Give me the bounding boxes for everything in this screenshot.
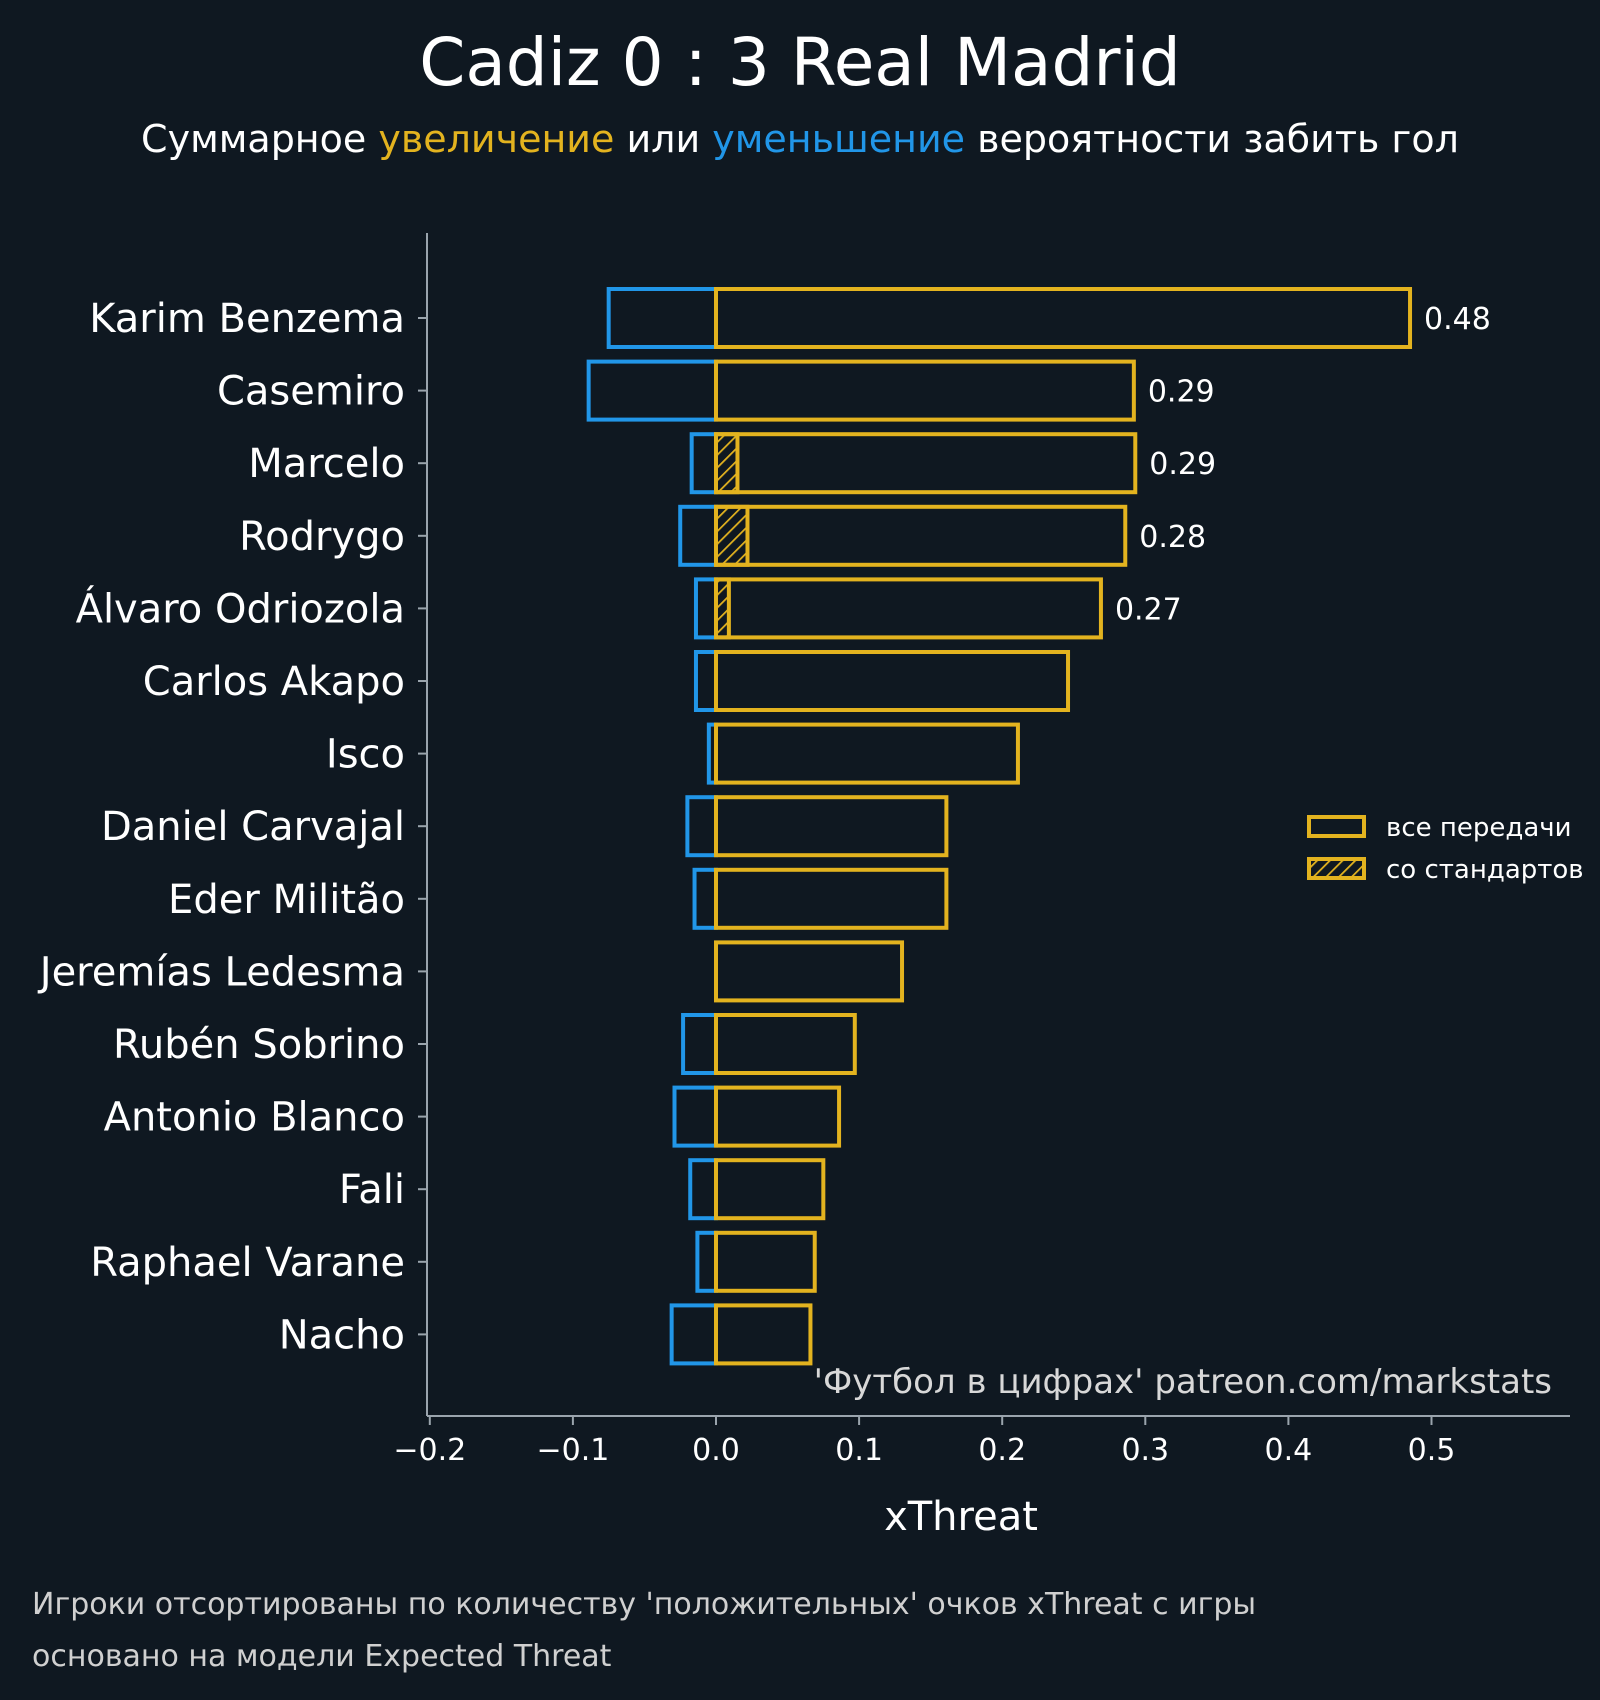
bar-value-label: 0.29	[1149, 447, 1216, 482]
watermark: 'Футбол в цифрах' patreon.com/markstats	[814, 1362, 1552, 1402]
bar-negative	[689, 432, 718, 495]
legend-swatch-set-pieces	[1307, 857, 1366, 880]
bar-positive	[714, 940, 905, 1003]
player-label: Antonio Blanco	[104, 1095, 405, 1141]
player-label: Casemiro	[217, 369, 405, 415]
bar-set-pieces	[714, 432, 740, 495]
bar-value-label: 0.28	[1139, 520, 1206, 555]
bar-negative	[606, 287, 718, 349]
bar-positive	[714, 1013, 857, 1075]
player-label: Raphael Varane	[90, 1240, 405, 1286]
player-label: Nacho	[279, 1312, 405, 1358]
x-tick-label: 0.2	[978, 1433, 1026, 1468]
player-label: Carlos Akapo	[143, 659, 405, 705]
legend-swatch-all-passes	[1307, 815, 1366, 838]
player-label: Eder Militão	[168, 877, 405, 923]
player-label: Rodrygo	[239, 514, 405, 560]
x-tick-label: 0.5	[1408, 1433, 1456, 1468]
bar-positive	[714, 1230, 817, 1293]
bar-positive	[714, 287, 1413, 349]
bar-positive	[714, 722, 1020, 785]
footnote-model: основано на модели Expected Threat	[32, 1639, 612, 1674]
x-axis-title: xThreat	[884, 1494, 1038, 1540]
bar-negative	[695, 1230, 718, 1293]
bar-positive	[714, 867, 949, 930]
x-tick-label: 0.4	[1265, 1433, 1313, 1468]
bar-positive	[714, 359, 1136, 422]
player-label: Álvaro Odriozola	[76, 584, 405, 632]
subtitle-mid: или	[614, 117, 712, 161]
subtitle-decrease: уменьшение	[712, 117, 965, 161]
bar-value-label: 0.27	[1115, 592, 1182, 627]
bars-layer: 0.48 0.29 0.29 0.28 0.27	[586, 287, 1491, 1366]
bar-positive	[714, 1158, 826, 1221]
chart-subtitle: Суммарное увеличение или уменьшение веро…	[141, 117, 1459, 161]
bar-negative	[685, 795, 719, 858]
chart-title: Cadiz 0 : 3 Real Madrid	[419, 24, 1180, 101]
y-tick-labels: Karim Benzema Casemiro Marcelo Rodrygo Álvar…	[37, 296, 427, 1358]
player-label: Karim Benzema	[89, 296, 405, 342]
subtitle-post: вероятности забить гол	[965, 117, 1459, 161]
bar-set-pieces	[714, 504, 750, 567]
bar-negative	[692, 867, 718, 930]
bar-value-label: 0.48	[1424, 302, 1491, 337]
bar-positive	[714, 577, 1103, 640]
footnote-sorting: Игроки отсортированы по количеству 'поло…	[32, 1587, 1256, 1622]
bar-negative	[693, 650, 719, 712]
player-label: Daniel Carvajal	[101, 804, 405, 850]
x-ticks: −0.2 −0.1 0.0 0.1 0.2 0.3 0.4 0.5	[393, 1416, 1455, 1468]
bar-negative	[669, 1303, 718, 1366]
bar-negative	[681, 1013, 718, 1075]
x-tick-label: 0.1	[835, 1433, 883, 1468]
bar-positive	[714, 432, 1138, 495]
subtitle-increase: увеличение	[378, 117, 614, 161]
player-label: Fali	[339, 1167, 405, 1213]
bar-positive	[714, 1085, 842, 1148]
bar-negative	[672, 1085, 718, 1148]
subtitle-pre: Суммарное	[141, 117, 378, 161]
player-label: Isco	[326, 732, 405, 778]
bar-positive	[714, 504, 1128, 567]
bar-positive	[714, 650, 1071, 712]
bar-value-label: 0.29	[1148, 375, 1215, 410]
x-tick-label: −0.2	[393, 1433, 466, 1468]
bar-negative	[678, 504, 718, 567]
player-label: Rubén Sobrino	[113, 1022, 405, 1068]
bar-positive	[714, 1303, 813, 1366]
player-label: Marcelo	[248, 441, 405, 487]
bar-negative	[693, 577, 719, 640]
bar-negative	[688, 1158, 719, 1221]
bar-negative	[586, 359, 718, 422]
legend: все передачи со стандартов	[1307, 813, 1584, 885]
player-label: Jeremías Ledesma	[37, 949, 405, 995]
x-tick-label: 0.3	[1121, 1433, 1169, 1468]
x-tick-label: −0.1	[536, 1433, 609, 1468]
x-tick-label: 0.0	[692, 1433, 740, 1468]
legend-label-set-pieces: со стандартов	[1386, 855, 1584, 885]
bar-positive	[714, 795, 949, 858]
legend-label-all-passes: все передачи	[1386, 813, 1572, 843]
